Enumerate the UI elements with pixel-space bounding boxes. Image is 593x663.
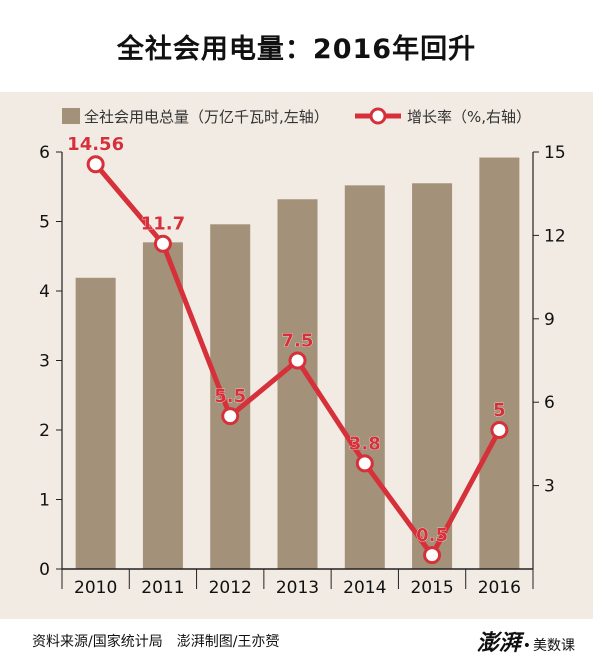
x-axis-tick-label: 2012	[209, 578, 252, 598]
right-axis-tick-label: 12	[544, 226, 566, 246]
line-point	[423, 546, 442, 565]
left-axis-tick-label: 6	[39, 143, 50, 163]
logo-sub-text: 美数课	[533, 638, 575, 654]
line-data-label: 5	[493, 400, 506, 421]
line-point	[490, 421, 509, 439]
right-axis-tick-label: 9	[544, 310, 555, 330]
bar	[412, 183, 453, 569]
brand-logo: 澎湃 • 美数课	[477, 625, 575, 657]
page-title: 全社会用电量：2016年回升	[116, 33, 477, 65]
chart-svg: 全社会用电总量（万亿千瓦时,左轴） 增长率（%,右轴）01234563691215…	[39, 107, 566, 598]
line-data-label: 11.7	[141, 214, 185, 235]
left-axis-tick-label: 1	[39, 491, 50, 511]
line-data-label: 5.5	[214, 386, 246, 407]
line-point	[221, 407, 240, 426]
right-axis-tick-label: 15	[544, 143, 566, 163]
footer: 资料来源/国家统计局 澎湃制图/王亦赟 澎湃 • 美数课	[0, 619, 593, 663]
line-data-label: 3.8	[349, 433, 381, 454]
line-data-label: 14.56	[67, 134, 124, 155]
header: 全社会用电量：2016年回升	[0, 0, 593, 92]
line-data-label: 0.5	[416, 525, 448, 546]
bar	[75, 277, 116, 569]
chart-panel: 全社会用电总量（万亿千瓦时,左轴） 增长率（%,右轴） 0 1 2 3 4 5 6 3 6 9 12 15…	[0, 92, 593, 619]
right-axis-tick-label: 6	[544, 393, 555, 413]
x-axis-tick-label: 2015	[410, 578, 453, 598]
x-axis-tick-label: 2014	[343, 578, 386, 598]
left-axis-tick-label: 5	[39, 213, 50, 233]
legend-bar-label: 全社会用电总量（万亿千瓦时,左轴）	[84, 108, 329, 126]
legend-bar-swatch	[62, 108, 80, 124]
x-axis-tick-label: 2016	[478, 578, 521, 598]
logo-dot: •	[522, 638, 531, 654]
left-axis-tick-label: 4	[39, 282, 50, 302]
line-data-label: 7.5	[282, 331, 314, 352]
logo-main-text: 澎湃	[476, 630, 521, 656]
legend-line-marker	[369, 107, 387, 125]
line-point	[355, 454, 374, 473]
left-axis-tick-label: 2	[39, 421, 50, 441]
bar	[142, 242, 183, 569]
line-point	[86, 155, 105, 174]
right-axis-tick-label: 3	[544, 477, 555, 497]
source-credit: 资料来源/国家统计局 澎湃制图/王亦赟	[32, 634, 280, 650]
x-axis-tick-label: 2011	[141, 578, 184, 598]
bar	[479, 157, 520, 569]
bar	[344, 185, 385, 570]
bar	[210, 224, 251, 569]
legend-line-label: 增长率（%,右轴）	[407, 108, 531, 126]
line-point	[153, 234, 172, 253]
line-point	[288, 351, 307, 370]
left-axis-tick-label: 3	[39, 352, 50, 372]
left-axis-tick-label: 0	[39, 560, 50, 580]
x-axis-tick-label: 2010	[74, 578, 117, 598]
x-axis-tick-label: 2013	[276, 578, 319, 598]
